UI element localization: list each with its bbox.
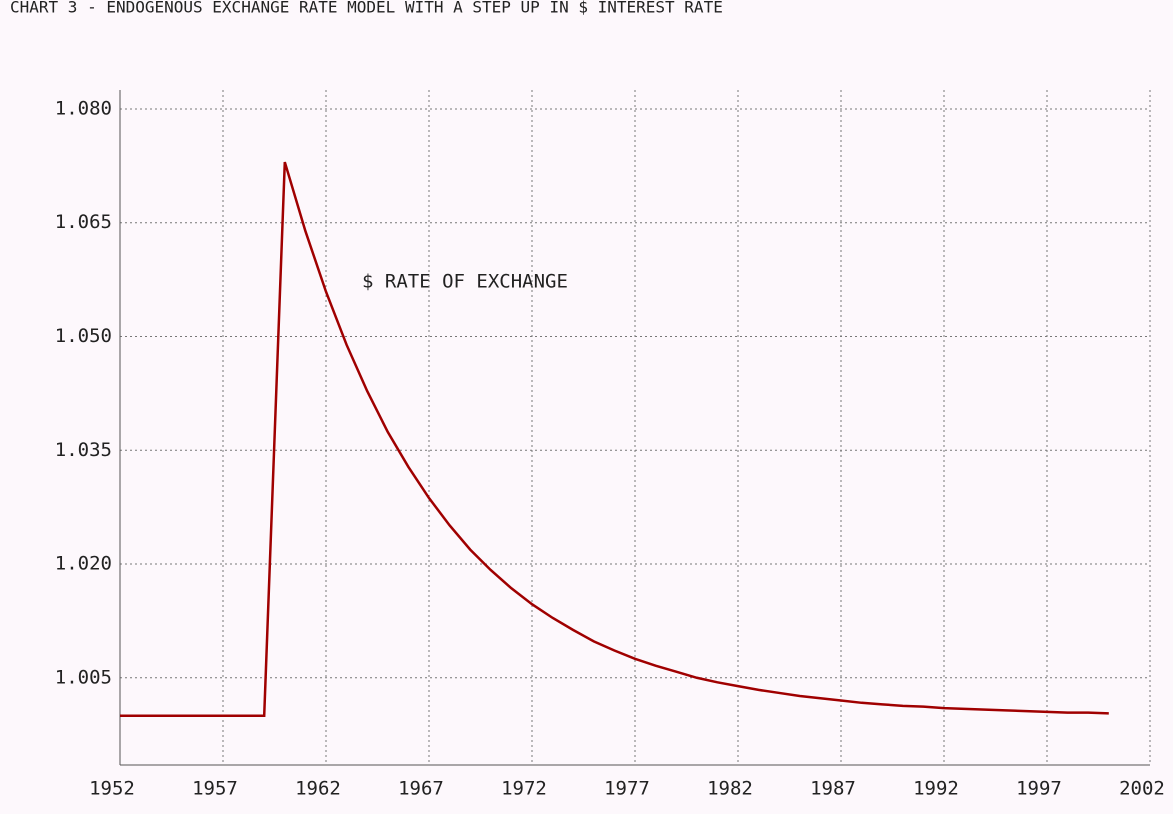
y-tick-label: 1.050: [55, 325, 112, 347]
y-tick-label: 1.065: [55, 211, 112, 233]
annotation: $ RATE OF EXCHANGE: [362, 271, 568, 293]
x-tick-label: 1982: [707, 778, 753, 800]
x-tick-label: 1957: [192, 778, 238, 800]
x-tick-label: 1977: [604, 778, 650, 800]
y-tick-label: 1.080: [55, 97, 112, 119]
x-tick-label: 1997: [1016, 778, 1062, 800]
chart-title: CHART 3 - ENDOGENOUS EXCHANGE RATE MODEL…: [10, 0, 723, 17]
data-line: [120, 161, 1109, 717]
x-tick-label: 2002: [1119, 778, 1165, 800]
y-tick-label: 1.020: [55, 553, 112, 575]
x-tick-label: 1972: [501, 778, 547, 800]
x-tick-label: 1987: [810, 778, 856, 800]
x-tick-label: 1967: [398, 778, 444, 800]
y-tick-label: 1.035: [55, 439, 112, 461]
x-tick-label: 1962: [295, 778, 341, 800]
y-tick-label: 1.005: [55, 666, 112, 688]
x-tick-label: 1952: [89, 778, 135, 800]
x-tick-label: 1992: [913, 778, 959, 800]
